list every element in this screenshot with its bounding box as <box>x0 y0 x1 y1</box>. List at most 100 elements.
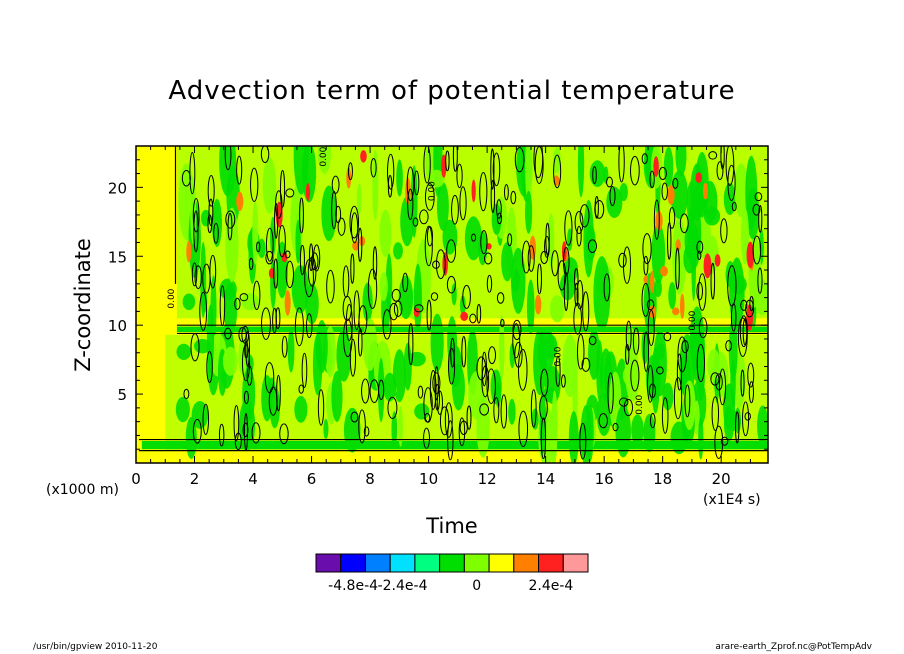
contour-line <box>250 167 259 202</box>
contour-line <box>540 250 549 265</box>
contour-line <box>239 293 249 302</box>
contour-cell <box>568 411 579 463</box>
contour-line <box>545 222 550 256</box>
contour-line <box>661 182 668 201</box>
contour-line <box>677 336 687 373</box>
contour-line <box>189 151 196 195</box>
contour-line <box>672 178 679 189</box>
contour-line <box>192 198 200 233</box>
contour-cell <box>663 146 674 187</box>
colorbar-tick-label: 0 <box>472 578 481 594</box>
contour-cell <box>499 315 505 380</box>
contour-line <box>618 146 625 183</box>
contour-line <box>563 272 569 312</box>
contour-line <box>183 388 190 400</box>
contour-cell <box>501 241 514 282</box>
contour-line <box>754 192 763 202</box>
contour-cell <box>459 295 466 315</box>
contour-line <box>317 389 325 426</box>
contour-line <box>618 252 627 268</box>
contour-line <box>530 389 537 428</box>
contour-line <box>436 390 443 415</box>
contour-cell <box>696 340 706 401</box>
contour-line <box>740 299 748 311</box>
contour-line <box>493 397 500 424</box>
contour-line <box>278 224 286 258</box>
contour-cell <box>175 396 190 423</box>
positive-cell <box>702 182 709 200</box>
contour-line <box>248 257 254 271</box>
contour-line <box>720 218 728 244</box>
contour-line <box>527 245 535 272</box>
positive-cell <box>305 183 311 201</box>
contour-line <box>708 151 718 160</box>
contour-cell <box>393 242 403 260</box>
contour-line <box>408 323 414 366</box>
contour-line <box>579 422 587 460</box>
contour-line <box>462 284 471 309</box>
contour-line <box>609 186 616 207</box>
x-tick-label: 2 <box>190 470 200 488</box>
contour-cell <box>451 363 465 411</box>
contour-line <box>496 292 505 304</box>
contour-cell <box>262 157 277 214</box>
contour-cell <box>589 160 606 187</box>
contour-cell <box>577 146 585 198</box>
x-tick-label: 4 <box>248 470 258 488</box>
contour-cell <box>551 390 558 458</box>
contour-line <box>731 201 737 212</box>
contour-line <box>673 377 683 420</box>
positive-cell <box>471 179 476 203</box>
contour-cell <box>379 209 392 257</box>
contour-line <box>458 417 466 447</box>
x-tick-label: 16 <box>595 470 614 488</box>
contour-line <box>261 307 271 341</box>
contour-line <box>740 369 745 397</box>
contour-line <box>236 155 243 185</box>
contour-cell <box>413 263 422 333</box>
contour-line <box>274 202 279 239</box>
positive-cell <box>352 240 360 251</box>
contour-line <box>207 214 213 234</box>
x-tick-label: 0 <box>131 470 141 488</box>
positive-cell <box>284 290 291 316</box>
contour-cell <box>343 407 361 453</box>
contour-line <box>414 304 424 313</box>
contour-line <box>681 339 689 354</box>
contour-line <box>748 381 755 404</box>
positive-cell <box>746 241 755 269</box>
contour-cell <box>331 370 343 422</box>
contour-line <box>720 436 729 446</box>
colorbar-swatch <box>389 553 416 573</box>
contour-line <box>643 255 649 276</box>
contour-cell <box>526 279 535 335</box>
contour-line <box>588 335 597 346</box>
contour-cell <box>491 203 502 236</box>
contour-line <box>439 406 450 436</box>
contour-line <box>213 222 219 244</box>
contour-line <box>625 343 630 365</box>
contour-line <box>343 318 353 358</box>
contour-line <box>424 183 435 211</box>
contour-line <box>353 290 360 331</box>
contour-line <box>551 250 559 277</box>
contour-cell <box>707 348 721 381</box>
contour-line <box>576 225 582 247</box>
contour-line <box>730 302 737 332</box>
contour-line <box>725 146 735 186</box>
contour-line <box>367 268 378 309</box>
contour-cell <box>362 282 373 322</box>
contour-cell <box>222 346 238 376</box>
contour-line <box>619 397 629 407</box>
contour-line <box>273 258 279 289</box>
contour-line <box>500 394 508 429</box>
contour-line <box>752 235 762 265</box>
contour-line <box>361 378 370 404</box>
contour-cell <box>593 256 611 332</box>
colorbar-swatch <box>463 553 490 573</box>
contour-line <box>480 229 488 255</box>
contour-line <box>225 210 236 229</box>
contour-line <box>630 155 640 186</box>
contour-line <box>387 153 395 190</box>
contour-line <box>594 200 605 219</box>
